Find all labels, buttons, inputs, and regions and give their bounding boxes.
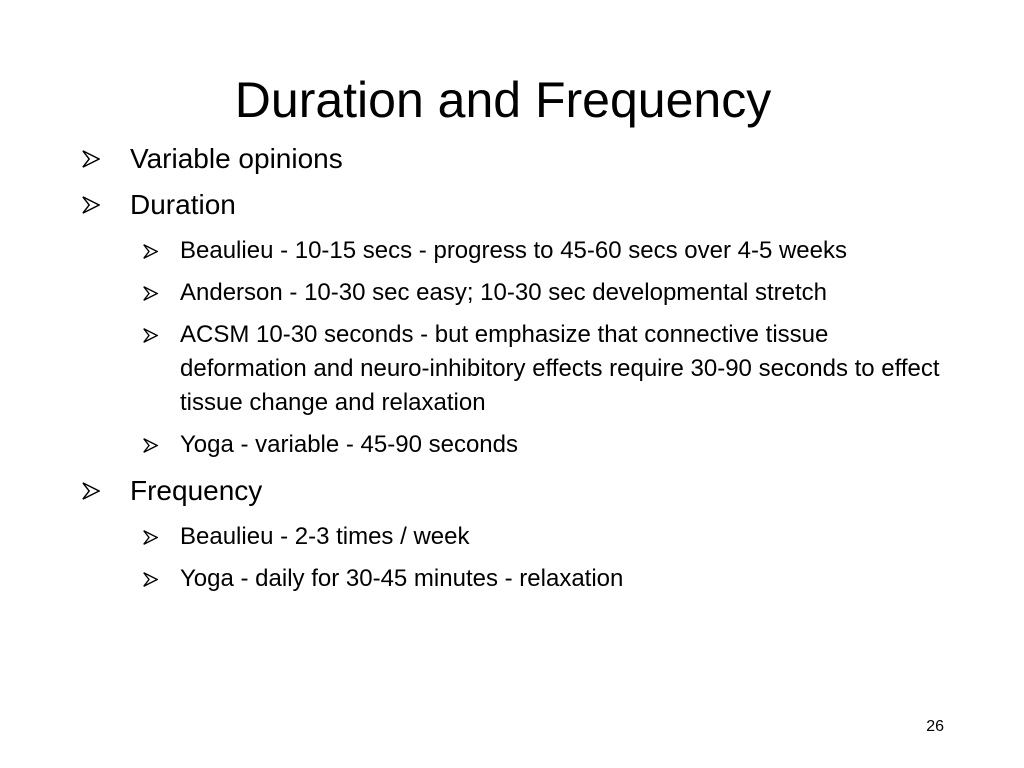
arrowhead-bullet-icon: [143, 328, 158, 343]
arrowhead-bullet-icon: [143, 244, 158, 259]
sub-bullet-text: Anderson - 10-30 sec easy; 10-30 sec dev…: [180, 279, 828, 306]
arrowhead-bullet-icon: [143, 438, 158, 453]
sub-bullet-item: Beaulieu - 10-15 secs - progress to 45-6…: [129, 234, 950, 268]
sub-bullet-text: ACSM 10-30 seconds - but emphasize that …: [180, 321, 940, 416]
arrowhead-bullet-icon: [82, 196, 100, 214]
sub-bullet-text: Beaulieu - 2-3 times / week: [180, 523, 470, 550]
page-number: 26: [926, 718, 944, 735]
bullet-item: Duration: [80, 188, 950, 222]
arrowhead-bullet-icon: [82, 150, 100, 168]
sub-bullet-text: Beaulieu - 10-15 secs - progress to 45-6…: [180, 237, 847, 264]
arrowhead-bullet-icon: [143, 530, 158, 545]
sub-bullet-text: Yoga - variable - 45-90 seconds: [180, 431, 518, 458]
sub-bullet-list: Beaulieu - 2-3 times / week Yoga - daily…: [80, 520, 950, 596]
sub-bullet-list: Beaulieu - 10-15 secs - progress to 45-6…: [80, 234, 950, 462]
sub-bullet-item: Anderson - 10-30 sec easy; 10-30 sec dev…: [129, 276, 950, 310]
arrowhead-bullet-icon: [82, 482, 100, 500]
sub-bullet-item: Beaulieu - 2-3 times / week: [129, 520, 950, 554]
bullet-text: Variable opinions: [130, 143, 343, 174]
bullet-item: Variable opinions: [80, 142, 950, 176]
bullet-text: Duration: [130, 189, 236, 220]
bullet-text: Frequency: [130, 475, 263, 506]
sub-bullet-text: Yoga - daily for 30-45 minutes - relaxat…: [180, 565, 624, 592]
arrowhead-bullet-icon: [143, 286, 158, 301]
arrowhead-bullet-icon: [143, 572, 158, 587]
slide-title: Duration and Frequency: [234, 72, 772, 128]
sub-bullet-item: Yoga - daily for 30-45 minutes - relaxat…: [129, 562, 950, 596]
bullet-item: Frequency: [80, 474, 950, 508]
bullet-list: Variable opinions Duration Beaulieu - 10…: [80, 142, 950, 608]
sub-bullet-item: ACSM 10-30 seconds - but emphasize that …: [129, 318, 950, 420]
sub-bullet-item: Yoga - variable - 45-90 seconds: [129, 428, 950, 462]
